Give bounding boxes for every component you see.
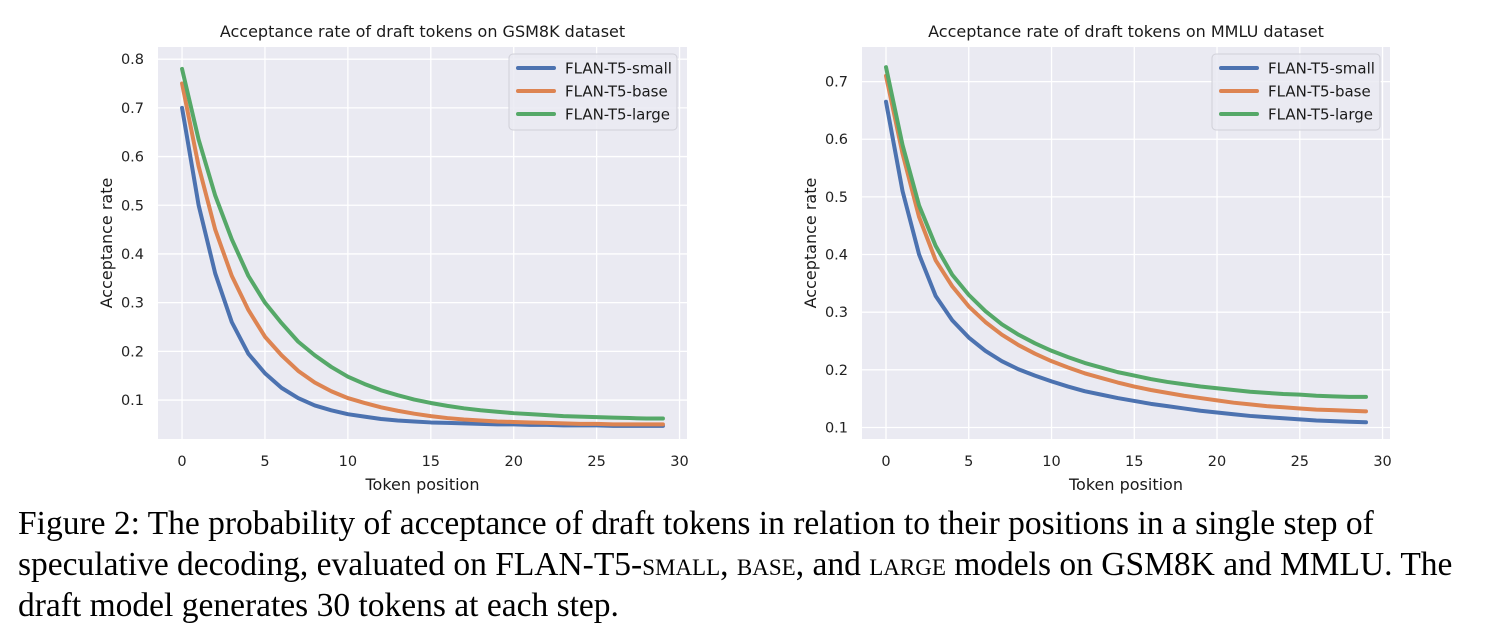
- caption-small: small: [642, 546, 721, 583]
- x-tick-label: 10: [1042, 454, 1060, 470]
- y-tick-label: 0.7: [121, 101, 144, 117]
- figure: 0 5 10 15 20 25 30 0.1 0.2 0.3 0.4 0.5 0.6 0.7 0.8 Acce…: [97, 22, 1392, 494]
- series-line-flan-t5-large: [884, 65, 1368, 399]
- chart-2: 0 5 10 15 20 25 30 0.1 0.2 0.3 0.4 0.5 0.6 0.7 Accepta…: [801, 22, 1392, 494]
- series-line-flan-t5-base: [884, 73, 1368, 414]
- x-tick-label: 30: [1373, 454, 1391, 470]
- x-tick-label: 0: [177, 454, 186, 470]
- x-tick-label: 30: [670, 454, 688, 470]
- series-line-flan-t5-large: [180, 66, 665, 421]
- y-tick-label: 0.4: [825, 248, 848, 264]
- legend-label: FLAN-T5-small: [1268, 60, 1375, 78]
- chart-title: Acceptance rate of draft tokens on GSM8K…: [220, 22, 625, 41]
- caption-text-1: Figure 2: The probability of acceptance …: [18, 505, 1374, 583]
- y-tick-label: 0.1: [825, 420, 848, 436]
- chart-title: Acceptance rate of draft tokens on MMLU …: [928, 22, 1324, 41]
- legend: FLAN-T5-small FLAN-T5-base FLAN-T5-large: [1211, 53, 1381, 131]
- y-tick-label: 0.1: [121, 393, 144, 409]
- legend-label: FLAN-T5-base: [1268, 83, 1371, 101]
- caption-text-4: models on GSM8K and MMLU. The draft mode…: [18, 546, 1453, 624]
- y-tick-label: 0.6: [825, 132, 848, 148]
- x-axis-label: Token position: [1068, 475, 1183, 494]
- y-tick-label: 0.5: [825, 190, 848, 206]
- series-line-flan-t5-base: [180, 81, 665, 427]
- legend-label: FLAN-T5-large: [1268, 106, 1373, 124]
- y-tick-label: 0.8: [121, 52, 144, 68]
- x-tick-label: 20: [504, 454, 522, 470]
- y-tick-label: 0.5: [121, 198, 144, 214]
- chart-1: 0 5 10 15 20 25 30 0.1 0.2 0.3 0.4 0.5 0.6 0.7 0.8 Acce…: [97, 22, 689, 494]
- legend: FLAN-T5-small FLAN-T5-base FLAN-T5-large: [508, 53, 678, 131]
- x-tick-label: 5: [964, 454, 973, 470]
- x-tick-label: 10: [339, 454, 357, 470]
- y-tick-label: 0.3: [121, 296, 144, 312]
- legend-label: FLAN-T5-base: [565, 83, 668, 101]
- y-tick-label: 0.2: [121, 344, 144, 360]
- y-tick-label: 0.2: [825, 363, 848, 379]
- x-tick-label: 15: [1125, 454, 1143, 470]
- y-tick-label: 0.6: [121, 150, 144, 166]
- figure-caption: Figure 2: The probability of acceptance …: [18, 503, 1478, 626]
- caption-large: large: [869, 546, 946, 583]
- caption-text-3: , and: [795, 546, 870, 583]
- legend-box: [508, 53, 678, 131]
- x-axis-label: Token position: [365, 475, 480, 494]
- x-tick-label: 0: [881, 454, 890, 470]
- y-tick-label: 0.3: [825, 305, 848, 321]
- y-axis-label: Acceptance rate: [97, 178, 116, 309]
- y-axis-label: Acceptance rate: [801, 178, 820, 309]
- series-line-flan-t5-small: [884, 99, 1368, 425]
- x-tick-label: 5: [260, 454, 269, 470]
- legend-label: FLAN-T5-small: [565, 60, 672, 78]
- legend-label: FLAN-T5-large: [565, 106, 670, 124]
- x-tick-label: 25: [1291, 454, 1309, 470]
- caption-base: base: [736, 546, 796, 583]
- y-tick-label: 0.4: [121, 247, 144, 263]
- x-tick-label: 15: [422, 454, 440, 470]
- caption-text-2: ,: [720, 546, 737, 583]
- x-tick-label: 25: [587, 454, 605, 470]
- x-tick-label: 20: [1208, 454, 1226, 470]
- legend-box: [1211, 53, 1381, 131]
- y-tick-label: 0.7: [825, 75, 848, 91]
